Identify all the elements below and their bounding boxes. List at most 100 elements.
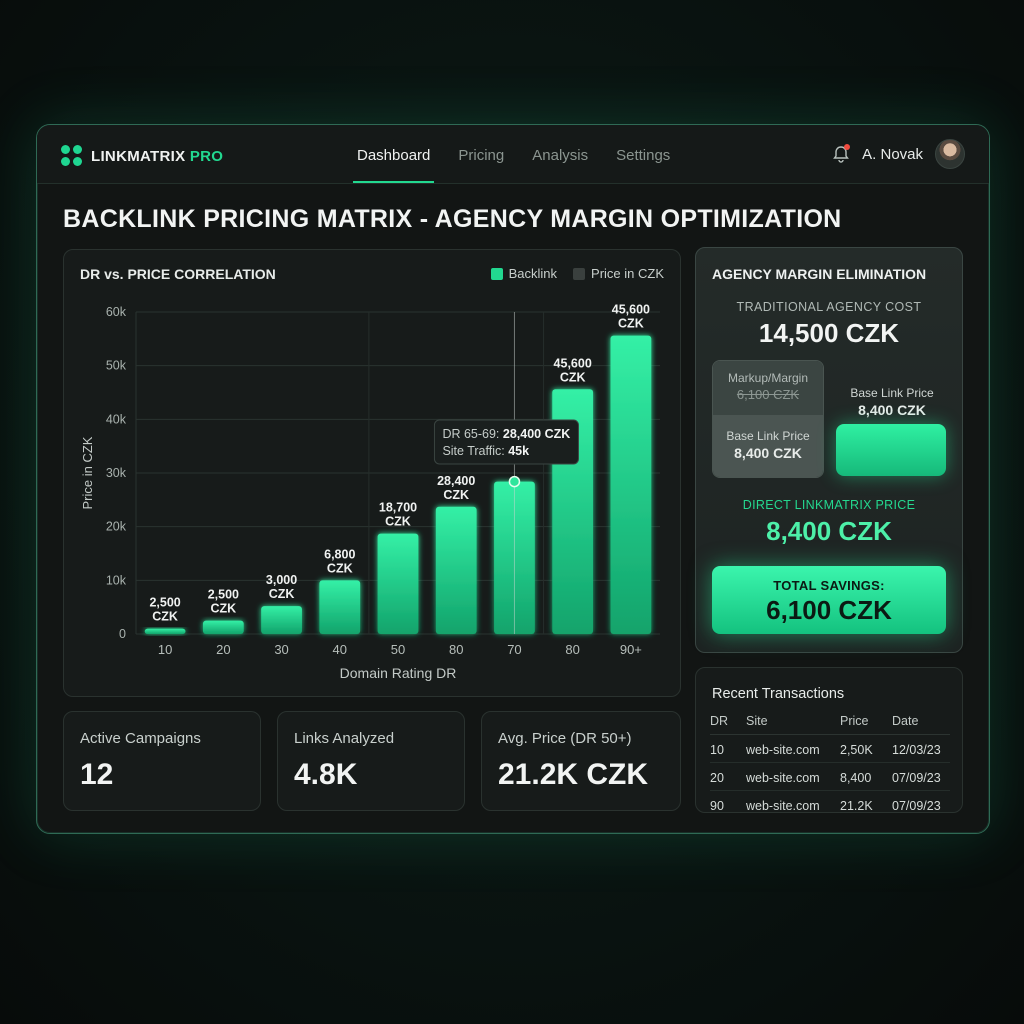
data-label-unit: CZK [269, 587, 295, 601]
user-area: A. Novak [832, 139, 965, 169]
margin-elimination-card: AGENCY MARGIN ELIMINATION TRADITIONAL AG… [695, 247, 963, 653]
app-window: LINKMATRIX PRO Dashboard Pricing Analysi… [36, 124, 990, 834]
x-tick-label: 20 [216, 642, 230, 657]
data-label-unit: CZK [443, 488, 469, 502]
legend-swatch [573, 267, 586, 280]
y-tick-label: 60k [106, 305, 127, 319]
user-name[interactable]: A. Novak [862, 145, 923, 163]
table-header-row: DR Site Price Date [710, 714, 950, 735]
cell-date: 12/03/23 [892, 734, 950, 763]
brand-name: LINKMATRIX PRO [91, 148, 223, 165]
page-title: BACKLINK PRICING MATRIX - AGENCY MARGIN … [63, 205, 842, 233]
chart-card: 0 10k 20k 30k 40k 50k 60k Price in CZK Domain Ra… [63, 249, 681, 697]
cell-dr: 90 [710, 799, 724, 813]
markup-label: Markup/Margin [727, 371, 809, 385]
brand[interactable]: LINKMATRIX PRO [61, 145, 223, 167]
x-tick-label: 80 [565, 642, 579, 657]
notification-dot [844, 144, 851, 150]
stat-avg-price[interactable]: Avg. Price (DR 50+) 21.2K CZK [481, 711, 681, 811]
stat-value: 12 [80, 758, 114, 791]
data-label: 45,600 [554, 356, 592, 370]
data-label: 2,500 [208, 588, 239, 602]
base-price-value: 8,400 CZK [858, 402, 926, 418]
brand-main: LINKMATRIX [91, 147, 186, 165]
bar [319, 580, 361, 634]
bar [377, 533, 419, 634]
transactions-table: DR Site Price Date 10 web-site.com 2,50K… [710, 714, 950, 818]
stat-label: Links Analyzed [294, 730, 395, 747]
data-label-unit: CZK [152, 610, 178, 624]
bar [610, 335, 652, 634]
stack-base-label: Base Link Price [726, 429, 810, 443]
avatar[interactable] [935, 139, 965, 169]
data-label: 18,700 [379, 501, 417, 515]
tab-analysis[interactable]: Analysis [532, 147, 589, 164]
data-label-unit: CZK [210, 602, 236, 616]
legend-label: Price in CZK [591, 266, 664, 281]
top-bar: LINKMATRIX PRO Dashboard Pricing Analysi… [37, 125, 989, 184]
x-tick-label: 70 [507, 642, 521, 657]
recent-transactions-card: Recent Transactions DR Site Price Date 1… [695, 667, 963, 813]
chart-title: DR vs. PRICE CORRELATION [80, 266, 276, 282]
main-nav: Dashboard Pricing Analysis Settings [343, 125, 684, 183]
data-label: 45,600 [612, 303, 650, 317]
cell-price: 21.2K [840, 799, 873, 813]
legend-label: Backlink [508, 266, 558, 281]
base-segment: Base Link Price 8,400 CZK [713, 415, 823, 477]
x-tick-label: 80 [449, 642, 463, 657]
data-label-unit: CZK [327, 561, 353, 575]
markup-value: 6,100 CZK [736, 387, 800, 402]
y-tick-label: 40k [106, 412, 127, 426]
tab-settings[interactable]: Settings [616, 147, 671, 164]
cell-dr: 10 [710, 734, 746, 763]
traditional-cost-label: TRADITIONAL AGENCY COST [736, 300, 922, 314]
tooltip-box [433, 419, 579, 465]
data-label-unit: CZK [385, 515, 411, 529]
bar-chart: 0 10k 20k 30k 40k 50k 60k Price in CZK Domain Ra… [80, 303, 660, 681]
bell-icon[interactable] [832, 144, 851, 163]
table-row[interactable]: 90 web-site.com 21.2K 07/09/23 [710, 791, 950, 819]
table-row[interactable]: 20 web-site.com 8,400 07/09/23 [710, 762, 950, 791]
margin-card-title: AGENCY MARGIN ELIMINATION [712, 266, 927, 282]
cell-site: web-site.com [746, 734, 840, 763]
legend-item-price[interactable]: Price in CZK [573, 266, 664, 281]
cell-price: 8,400 [840, 762, 892, 791]
data-label: 3,000 [266, 573, 297, 587]
cell-site: web-site.com [746, 799, 820, 813]
savings-value: 6,100 CZK [766, 595, 892, 625]
chart-legend: Backlink Price in CZK [490, 266, 664, 281]
base-price-label: Base Link Price [850, 386, 934, 400]
cell-date: 07/09/23 [892, 799, 941, 813]
column-header[interactable]: Site [746, 714, 840, 735]
tab-dashboard[interactable]: Dashboard [343, 125, 444, 183]
tab-pricing[interactable]: Pricing [458, 147, 505, 164]
base-price-bar [836, 424, 946, 476]
stat-active-campaigns[interactable]: Active Campaigns 12 [63, 711, 261, 811]
x-tick-label: 90+ [620, 642, 642, 657]
x-tick-label: 30 [274, 642, 288, 657]
table-row[interactable]: 10 web-site.com 2,50K 12/03/23 [710, 734, 950, 763]
traditional-cost-value: 14,500 CZK [758, 318, 900, 348]
x-tick-label: 50 [391, 642, 405, 657]
data-label: 28,400 [437, 474, 475, 488]
stat-links-analyzed[interactable]: Links Analyzed 4.8K [277, 711, 465, 811]
y-tick-label: 50k [106, 359, 127, 373]
y-tick-label: 0 [119, 627, 126, 641]
column-header[interactable]: Price [840, 714, 892, 735]
x-tick-label: 10 [158, 642, 172, 657]
bar [144, 628, 186, 634]
y-tick-label: 30k [106, 466, 127, 480]
column-header[interactable]: Date [892, 714, 950, 735]
legend-item-backlink[interactable]: Backlink [490, 266, 558, 281]
agency-cost-stack: Markup/Margin 6,100 CZK Base Link Price … [712, 360, 824, 478]
brand-accent: PRO [189, 147, 224, 165]
stat-label: Avg. Price (DR 50+) [498, 730, 632, 747]
y-tick-label: 10k [106, 573, 127, 587]
column-header[interactable]: DR [710, 714, 746, 735]
y-axis-label: Price in CZK [80, 436, 95, 509]
logo-icon [61, 145, 83, 167]
data-label: 2,500 [149, 596, 180, 610]
bar [202, 620, 244, 634]
cell-dr: 20 [710, 762, 746, 791]
total-savings-button[interactable]: TOTAL SAVINGS: 6,100 CZK [712, 566, 946, 634]
